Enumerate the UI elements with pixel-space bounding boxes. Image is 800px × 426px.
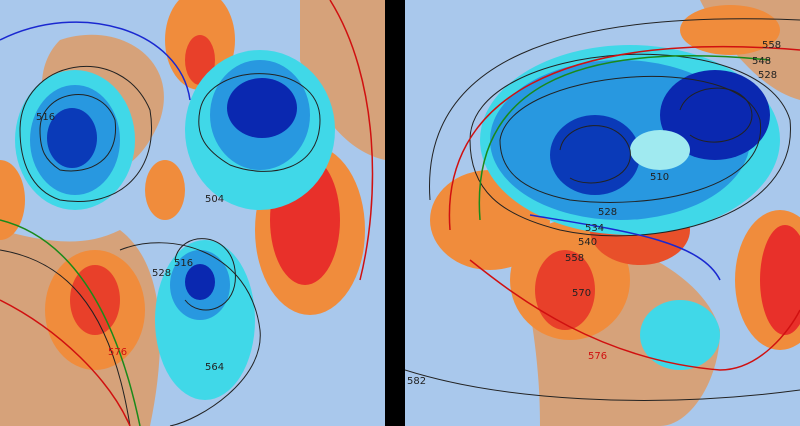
contour-label: 576: [108, 347, 127, 358]
anomaly-warm: [70, 265, 120, 335]
contour-label: 516: [36, 112, 55, 123]
contour: [39, 94, 117, 172]
contour-label: 570: [572, 288, 591, 299]
left-map: 516 504 516 528 576 564: [0, 0, 385, 426]
anomaly-cold: [185, 264, 215, 300]
anomaly-cold: [640, 300, 720, 370]
contour: [0, 299, 131, 426]
right-map: 558 548 528 510 528 534 540 558 570 576 …: [405, 0, 800, 426]
contour-label: 558: [762, 40, 781, 51]
contour-label: 564: [205, 362, 224, 373]
contour-label: 528: [152, 268, 171, 279]
contour: [198, 73, 321, 172]
contour: [119, 242, 261, 426]
anomaly-warm: [535, 250, 595, 330]
contour: [405, 369, 800, 401]
anomaly-cold: [550, 115, 640, 195]
anomaly-warm: [680, 5, 780, 55]
contour: [0, 219, 141, 426]
contour: [478, 54, 771, 221]
contour-label: 504: [205, 194, 224, 205]
contour: [329, 0, 374, 281]
contour: [19, 65, 152, 202]
anomaly-cold: [630, 130, 690, 170]
contour: [448, 45, 800, 231]
anomaly-cold: [660, 70, 770, 160]
anomaly-warm: [185, 35, 215, 85]
contour: [559, 125, 631, 184]
anomaly-warm: [760, 225, 800, 335]
contour-label: 528: [598, 207, 617, 218]
contour: [529, 214, 721, 281]
land: [300, 0, 385, 160]
contour-label: 548: [752, 56, 771, 67]
anomaly-cold: [227, 78, 297, 138]
contour-label: 582: [407, 376, 426, 387]
anomaly-cold: [47, 108, 97, 168]
contour: [679, 87, 753, 143]
anomaly-warm: [0, 160, 25, 240]
anomaly-warm: [145, 160, 185, 220]
contour-label: 534: [585, 223, 604, 234]
contour: [469, 259, 800, 371]
contour: [174, 238, 236, 311]
contour: [0, 249, 131, 426]
contour: [0, 21, 191, 101]
contour-label: 528: [758, 70, 777, 81]
contour-label: 516: [174, 258, 193, 269]
contour-label: 576: [588, 351, 607, 362]
contour: [469, 53, 791, 237]
contour-label: 558: [565, 253, 584, 264]
contour: [499, 76, 761, 203]
contour-label: 510: [650, 172, 669, 183]
contour-label: 540: [578, 237, 597, 248]
contour: [429, 18, 800, 201]
